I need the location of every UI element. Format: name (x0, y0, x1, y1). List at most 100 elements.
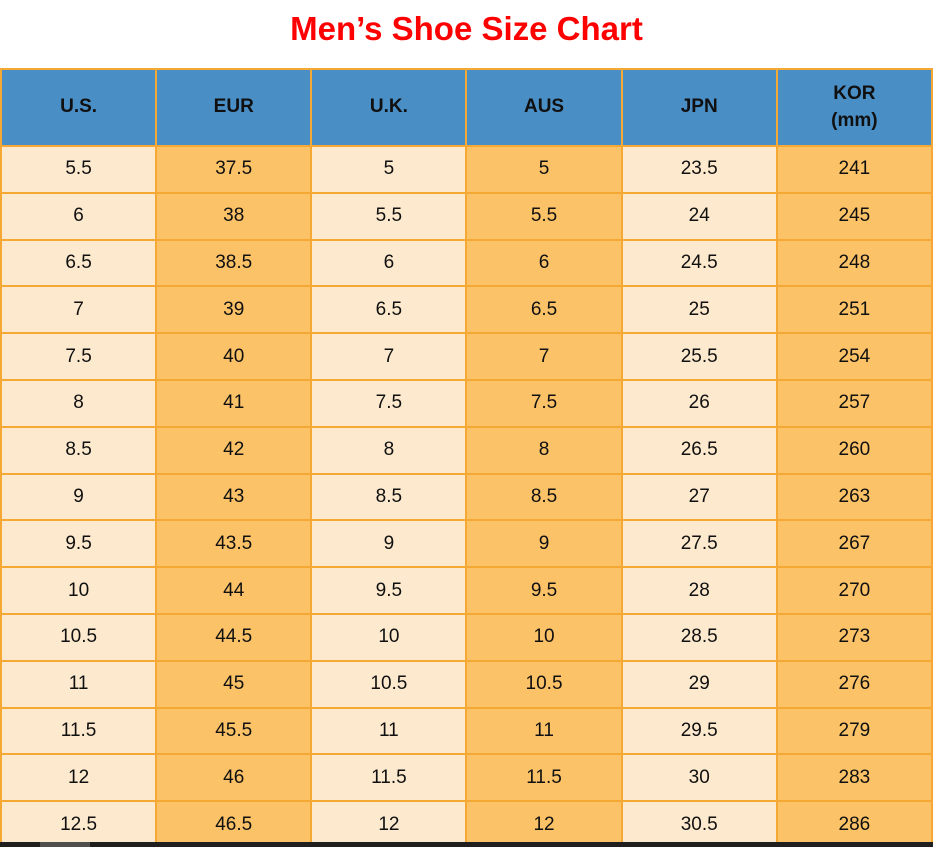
table-cell: 5.5 (0, 145, 158, 194)
table-row: 11 45 10.5 10.5 29 276 (0, 659, 933, 709)
header-row: U.S. EUR U.K. AUS JPN KOR (mm) (0, 68, 933, 147)
table-cell: 7.5 (310, 378, 468, 428)
table-cell: 10.5 (310, 659, 468, 709)
table-cell: 8.5 (465, 472, 623, 522)
table-cell: 6 (310, 238, 468, 288)
table-header: U.S. EUR U.K. AUS JPN KOR (mm) (0, 68, 933, 147)
table-row: 5.5 37.5 5 5 23.5 241 (0, 145, 933, 194)
column-header-uk: U.K. (310, 68, 468, 147)
table-cell: 245 (775, 191, 933, 241)
table-row: 12.5 46.5 12 12 30.5 286 (0, 800, 933, 847)
table-cell: 11.5 (310, 753, 468, 803)
table-cell: 6 (465, 238, 623, 288)
table-cell: 5 (310, 145, 468, 194)
table-cell: 11 (465, 706, 623, 756)
table-cell: 241 (775, 145, 933, 194)
table-cell: 45 (155, 659, 313, 709)
table-cell: 39 (155, 285, 313, 335)
table-cell: 25.5 (620, 332, 778, 381)
table-cell: 10.5 (0, 612, 158, 662)
table-cell: 26.5 (620, 425, 778, 475)
table-cell: 283 (775, 753, 933, 803)
column-header-label: JPN (680, 96, 718, 118)
table-cell: 27.5 (620, 519, 778, 569)
column-header-label: EUR (213, 96, 254, 118)
table-row: 7 39 6.5 6.5 25 251 (0, 285, 933, 335)
table-cell: 46.5 (155, 800, 313, 847)
table-cell: 5 (465, 145, 623, 194)
table-cell: 6 (0, 191, 158, 241)
table-cell: 24 (620, 191, 778, 241)
table-cell: 276 (775, 659, 933, 709)
table-cell: 29 (620, 659, 778, 709)
table-cell: 5.5 (465, 191, 623, 241)
table-cell: 10 (310, 612, 468, 662)
table-cell: 28.5 (620, 612, 778, 662)
horizontal-scrollbar-track[interactable] (0, 842, 933, 847)
table-row: 10 44 9.5 9.5 28 270 (0, 566, 933, 615)
column-header-label: AUS (523, 96, 565, 118)
table-cell: 9.5 (310, 566, 468, 615)
table-cell: 12 (465, 800, 623, 847)
table-cell: 7.5 (465, 378, 623, 428)
table-cell: 44 (155, 566, 313, 615)
table-cell: 45.5 (155, 706, 313, 756)
table-cell: 9 (0, 472, 158, 522)
table-cell: 46 (155, 753, 313, 803)
table-cell: 28 (620, 566, 778, 615)
table-row: 6.5 38.5 6 6 24.5 248 (0, 238, 933, 288)
table-cell: 8.5 (310, 472, 468, 522)
table-cell: 6.5 (310, 285, 468, 335)
table-row: 12 46 11.5 11.5 30 283 (0, 753, 933, 803)
table-cell: 12 (0, 753, 158, 803)
table-row: 7.5 40 7 7 25.5 254 (0, 332, 933, 381)
table-cell: 6.5 (0, 238, 158, 288)
shoe-size-table: U.S. EUR U.K. AUS JPN KOR (mm) 5.5 37.5 5 5 23.5 24… (0, 68, 933, 847)
table-cell: 43 (155, 472, 313, 522)
column-header-sublabel: (mm) (831, 109, 878, 131)
table-cell: 38.5 (155, 238, 313, 288)
table-cell: 27 (620, 472, 778, 522)
table-cell: 12 (310, 800, 468, 847)
table-cell: 30.5 (620, 800, 778, 847)
table-cell: 7 (0, 285, 158, 335)
table-cell: 43.5 (155, 519, 313, 569)
column-header-label: U.K. (369, 96, 408, 118)
column-header-jpn: JPN (620, 68, 778, 147)
table-cell: 279 (775, 706, 933, 756)
table-cell: 251 (775, 285, 933, 335)
table-cell: 24.5 (620, 238, 778, 288)
table-cell: 41 (155, 378, 313, 428)
table-cell: 10 (0, 566, 158, 615)
table-cell: 8 (0, 378, 158, 428)
table-row: 11.5 45.5 11 11 29.5 279 (0, 706, 933, 756)
table-cell: 25 (620, 285, 778, 335)
table-cell: 270 (775, 566, 933, 615)
table-cell: 11 (0, 659, 158, 709)
table-cell: 7 (465, 332, 623, 381)
table-row: 9 43 8.5 8.5 27 263 (0, 472, 933, 522)
table-cell: 7 (310, 332, 468, 381)
table-cell: 8 (310, 425, 468, 475)
table-cell: 11.5 (465, 753, 623, 803)
column-header-label: KOR (833, 82, 876, 104)
table-cell: 8.5 (0, 425, 158, 475)
table-cell: 10 (465, 612, 623, 662)
table-row: 10.5 44.5 10 10 28.5 273 (0, 612, 933, 662)
table-cell: 273 (775, 612, 933, 662)
table-cell: 40 (155, 332, 313, 381)
table-cell: 263 (775, 472, 933, 522)
table-cell: 5.5 (310, 191, 468, 241)
table-cell: 10.5 (465, 659, 623, 709)
table-body: 5.5 37.5 5 5 23.5 241 6 38 5.5 5.5 24 245 6.5 38.5 6 6 2… (0, 145, 933, 847)
table-cell: 12.5 (0, 800, 158, 847)
horizontal-scrollbar-thumb[interactable] (40, 842, 90, 847)
column-header-label: U.S. (60, 96, 98, 118)
table-row: 8.5 42 8 8 26.5 260 (0, 425, 933, 475)
table-cell: 37.5 (155, 145, 313, 194)
table-row: 8 41 7.5 7.5 26 257 (0, 378, 933, 428)
table-cell: 38 (155, 191, 313, 241)
table-cell: 254 (775, 332, 933, 381)
table-cell: 7.5 (0, 332, 158, 381)
